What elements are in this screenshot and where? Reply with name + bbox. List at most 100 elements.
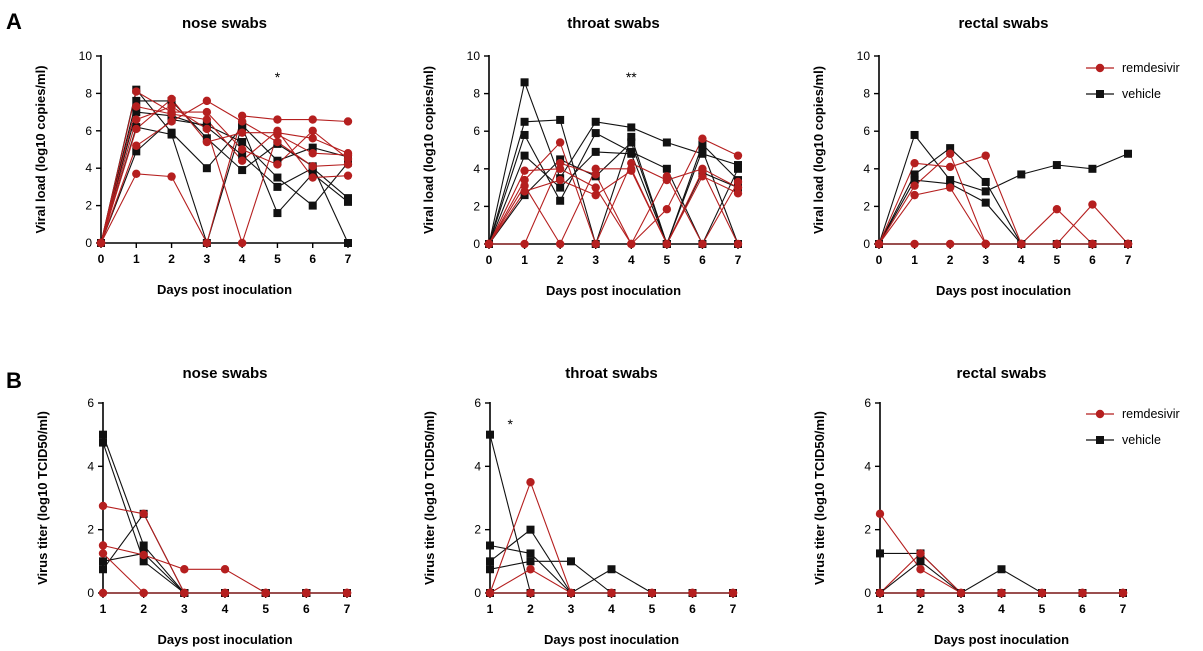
y-tick-label: 4 bbox=[85, 161, 92, 175]
data-point-remdesivir bbox=[910, 158, 919, 168]
data-point-remdesivir bbox=[167, 117, 176, 126]
y-tick-label: 6 bbox=[473, 124, 480, 138]
data-point-remdesivir bbox=[945, 239, 955, 249]
data-point-remdesivir bbox=[555, 138, 565, 147]
data-point-remdesivir bbox=[1052, 239, 1062, 249]
data-point-vehicle bbox=[132, 147, 141, 156]
data-point-remdesivir bbox=[981, 239, 990, 249]
x-tick-label: 5 bbox=[262, 602, 269, 616]
data-point-vehicle bbox=[520, 117, 529, 126]
data-point-remdesivir bbox=[167, 94, 176, 104]
data-point-vehicle bbox=[202, 164, 211, 173]
series-line-vehicle bbox=[100, 119, 349, 244]
data-point-remdesivir bbox=[98, 549, 108, 558]
data-point-remdesivir bbox=[308, 134, 317, 143]
data-point-remdesivir bbox=[662, 172, 672, 181]
x-tick-label: 0 bbox=[486, 253, 493, 267]
data-point-vehicle bbox=[99, 438, 107, 447]
chart-6: rectal swabs 0 2 4 6 1 2 3 4 5 6 7 Days post inocula… bbox=[812, 365, 1128, 647]
data-point-vehicle bbox=[486, 565, 494, 574]
legends-layer: remdesivir vehicle remdesivir vehicle bbox=[1086, 61, 1180, 447]
y-tick-label: 4 bbox=[87, 459, 94, 473]
data-point-remdesivir bbox=[520, 166, 529, 175]
x-tick-label: 1 bbox=[877, 602, 884, 616]
x-tick-label: 3 bbox=[181, 602, 188, 616]
x-tick-label: 2 bbox=[917, 602, 924, 616]
data-point-remdesivir bbox=[220, 588, 230, 598]
x-tick-label: 3 bbox=[568, 602, 575, 616]
chart-3: rectal swabs 0 2 4 6 8 10 0 1 2 3 4 5 6 7 Days post ino… bbox=[811, 15, 1133, 298]
y-axis-label: Viral load (log10 copies/ml) bbox=[421, 66, 436, 234]
y-tick-label: 10 bbox=[79, 49, 93, 63]
y-tick-label: 6 bbox=[85, 124, 92, 138]
data-point-remdesivir bbox=[342, 588, 352, 598]
series-line-vehicle bbox=[102, 512, 347, 594]
y-tick-label: 0 bbox=[864, 586, 871, 600]
x-tick-label: 1 bbox=[100, 602, 107, 616]
data-point-vehicle bbox=[556, 115, 565, 124]
y-axis-label: Virus titer (log10 TCID50/ml) bbox=[422, 411, 437, 585]
y-tick-label: 2 bbox=[87, 523, 94, 537]
series-line-vehicle bbox=[488, 132, 739, 246]
data-point-remdesivir bbox=[555, 158, 565, 168]
data-point-vehicle bbox=[997, 565, 1006, 574]
x-tick-label: 2 bbox=[140, 602, 147, 616]
panel-letter-b: B bbox=[6, 368, 22, 393]
significance-marker: * bbox=[275, 69, 281, 85]
data-point-vehicle bbox=[981, 187, 990, 196]
series-line-remdesivir bbox=[100, 105, 349, 244]
data-point-remdesivir bbox=[1088, 200, 1097, 209]
data-point-vehicle bbox=[526, 557, 535, 566]
y-tick-label: 10 bbox=[857, 49, 871, 63]
chart-1: nose swabs 0 2 4 6 8 10 0 1 2 3 4 5 6 7 Days post inocu… bbox=[33, 15, 353, 297]
legend-1: remdesivir vehicle bbox=[1086, 61, 1180, 101]
data-point-vehicle bbox=[486, 557, 494, 566]
data-point-vehicle bbox=[139, 541, 148, 550]
data-point-remdesivir bbox=[627, 239, 636, 249]
data-point-remdesivir bbox=[308, 162, 317, 171]
x-tick-label: 2 bbox=[947, 253, 954, 267]
legend-label-remdesivir: remdesivir bbox=[1122, 407, 1180, 421]
chart-4: nose swabs 0 2 4 6 1 2 3 4 5 6 7 Days post inoculati… bbox=[35, 365, 352, 647]
x-tick-label: 0 bbox=[98, 252, 105, 266]
data-point-remdesivir bbox=[733, 189, 743, 198]
data-point-remdesivir bbox=[167, 107, 176, 117]
data-point-vehicle bbox=[607, 565, 616, 574]
data-point-remdesivir bbox=[139, 588, 148, 598]
data-point-remdesivir bbox=[981, 151, 990, 160]
data-point-vehicle bbox=[627, 149, 636, 158]
x-tick-label: 3 bbox=[982, 253, 989, 267]
series-line-vehicle bbox=[100, 111, 349, 244]
series-line-vehicle bbox=[488, 80, 739, 245]
x-tick-label: 7 bbox=[735, 253, 742, 267]
x-tick-label: 5 bbox=[274, 252, 281, 266]
x-tick-label: 7 bbox=[1125, 253, 1132, 267]
data-point-remdesivir bbox=[1088, 239, 1097, 249]
data-point-remdesivir bbox=[526, 588, 535, 598]
data-point-vehicle bbox=[556, 183, 565, 192]
data-point-vehicle bbox=[344, 194, 352, 203]
data-point-remdesivir bbox=[308, 115, 317, 124]
y-tick-label: 4 bbox=[863, 162, 870, 176]
data-point-remdesivir bbox=[910, 239, 919, 249]
y-tick-label: 0 bbox=[87, 586, 94, 600]
x-tick-label: 1 bbox=[911, 253, 918, 267]
x-axis-label: Days post inoculation bbox=[934, 632, 1069, 647]
data-point-remdesivir bbox=[647, 588, 657, 598]
data-point-vehicle bbox=[1124, 149, 1132, 158]
data-point-vehicle bbox=[876, 549, 884, 558]
data-point-vehicle bbox=[132, 108, 141, 117]
data-point-remdesivir bbox=[945, 183, 955, 192]
data-point-vehicle bbox=[308, 143, 317, 152]
y-tick-label: 2 bbox=[473, 199, 480, 213]
series-line-remdesivir bbox=[100, 90, 349, 244]
x-tick-label: 7 bbox=[344, 602, 351, 616]
data-point-remdesivir bbox=[874, 239, 884, 249]
data-point-remdesivir bbox=[308, 149, 317, 158]
data-point-vehicle bbox=[1052, 161, 1061, 170]
series-line-vehicle bbox=[489, 528, 733, 594]
data-point-vehicle bbox=[910, 176, 919, 185]
chart-title: rectal swabs bbox=[956, 365, 1046, 382]
x-tick-label: 3 bbox=[592, 253, 599, 267]
data-point-vehicle bbox=[273, 173, 282, 182]
